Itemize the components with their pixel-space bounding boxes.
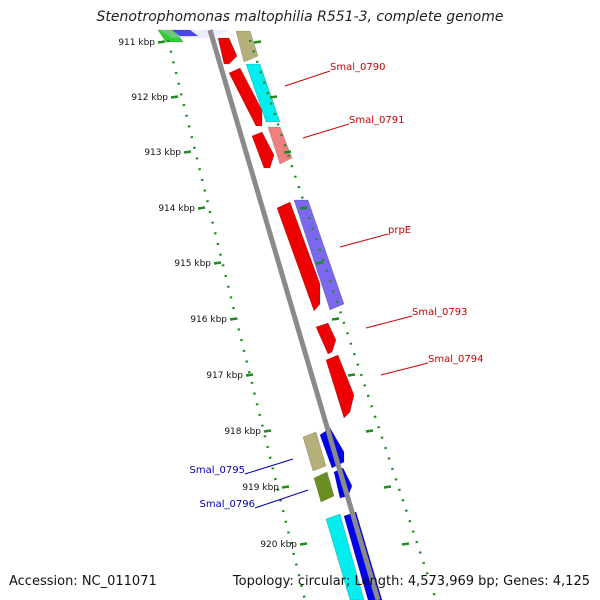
major-tick (263, 429, 272, 433)
gene-block-red-5 (315, 322, 337, 355)
gene-leader-line (302, 123, 350, 139)
accession-text: Accession: NC_011071 (9, 574, 157, 589)
map-title: Stenotrophomonas maltophilia R551-3, com… (96, 9, 504, 25)
tick-marks: 911 kbp 912 kbp 913 kbp 914 kbp 915 kbp 916 k… (118, 38, 438, 600)
highlight-strip (160, 30, 230, 38)
gene-label-group: Smal_0790 Smal_0791 prpE Smal_0793 Smal_0794… (190, 62, 484, 510)
major-tick-outer (401, 542, 410, 546)
major-tick-outer (283, 150, 292, 154)
kbp-tick-label: 913 kbp (144, 148, 181, 158)
kbp-tick-label: 914 kbp (158, 204, 195, 214)
gene-label[interactable]: Smal_0790 (330, 62, 385, 73)
gene-block-violet-1 (293, 199, 345, 311)
gene-block-cyan-1 (245, 63, 281, 123)
major-tick-outer (331, 317, 340, 321)
gene-block-red-1 (217, 37, 238, 65)
gene-leader-line (244, 458, 294, 475)
gene-block-red-2 (228, 67, 263, 127)
kbp-tick-label: 912 kbp (131, 93, 168, 103)
gene-block-red-4 (276, 201, 321, 312)
gene-block-cyan-2 (325, 513, 365, 600)
kbp-tick-label: 911 kbp (118, 38, 155, 48)
gene-block-pink-1 (267, 126, 293, 165)
gene-leader-line (254, 489, 309, 509)
genome-summary: Topology: circular; Length: 4,573,969 bp… (232, 574, 590, 589)
major-tick-outer (347, 373, 356, 377)
major-tick (183, 150, 192, 154)
major-tick-outer (383, 485, 392, 489)
gene-leader-line (380, 362, 429, 376)
gene-block-red-3 (251, 131, 275, 169)
major-tick (299, 542, 308, 546)
kbp-tick-label: 920 kbp (260, 540, 297, 550)
genome-backbone (207, 29, 381, 600)
major-tick (157, 40, 166, 44)
gene-label[interactable]: Smal_0794 (428, 354, 483, 365)
major-tick (213, 261, 222, 265)
major-tick-outer (269, 95, 278, 99)
major-tick (281, 485, 290, 489)
kbp-tick-label: 917 kbp (206, 371, 243, 381)
major-tick-outer (299, 206, 308, 210)
gene-label[interactable]: Smal_0796 (200, 499, 255, 510)
major-tick (245, 373, 254, 377)
major-tick-outer (315, 261, 324, 265)
outer-dotted-line (248, 39, 438, 600)
major-tick-outer (365, 429, 374, 433)
gene-leader-line (365, 315, 413, 329)
gene-label[interactable]: Smal_0791 (349, 115, 404, 126)
gene-label[interactable]: Smal_0793 (412, 307, 467, 318)
major-tick (229, 317, 238, 321)
major-tick (170, 95, 179, 99)
major-tick-outer (253, 40, 262, 44)
gene-block-blue-top (171, 29, 199, 37)
kbp-tick-label: 918 kbp (224, 427, 261, 437)
gene-leader-line (284, 70, 331, 87)
major-tick (197, 206, 206, 210)
gene-block-green-1 (313, 471, 335, 503)
kbp-tick-label: 919 kbp (242, 483, 279, 493)
gene-label[interactable]: prpE (388, 225, 411, 236)
kbp-tick-label: 916 kbp (190, 315, 227, 325)
kbp-tick-label: 915 kbp (174, 259, 211, 269)
gene-leader-line (339, 233, 389, 248)
gene-block-olive-1 (235, 30, 259, 63)
gene-label[interactable]: Smal_0795 (190, 465, 245, 476)
gene-block-red-6 (325, 354, 355, 419)
gene-block-olive-2 (302, 431, 327, 472)
